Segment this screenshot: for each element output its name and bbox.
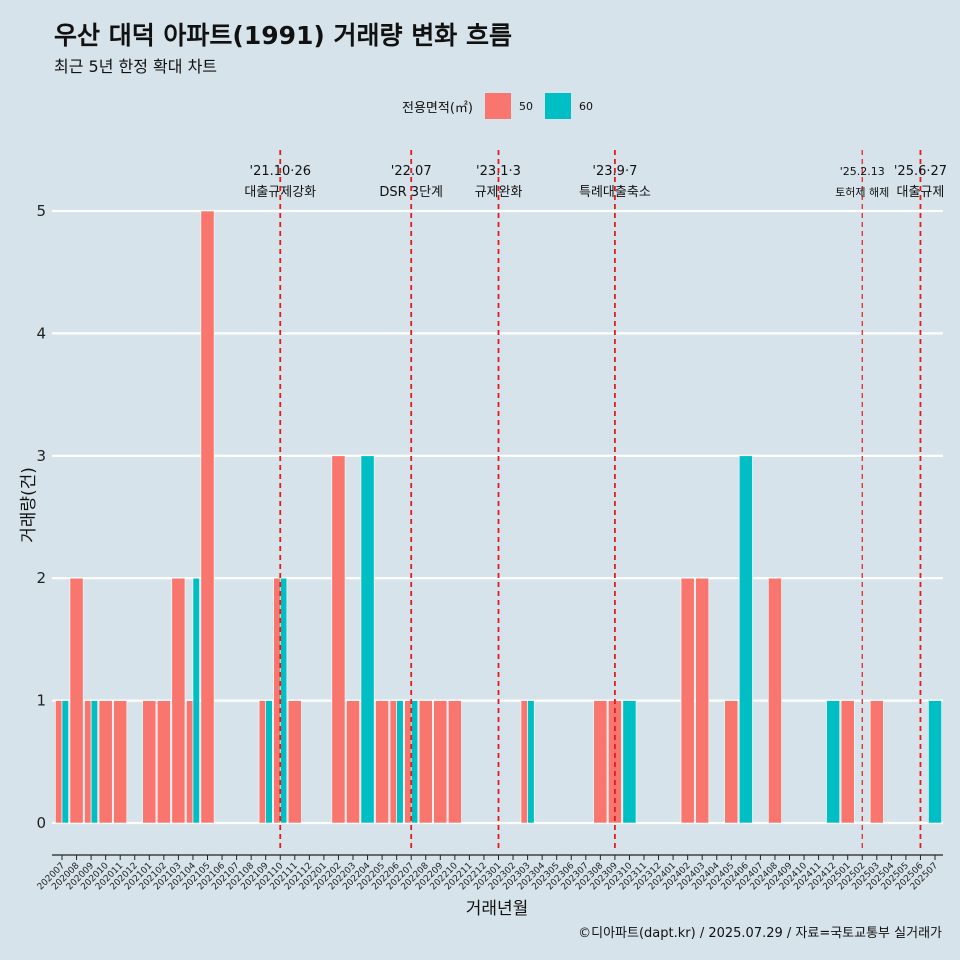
bar-50-202207 — [404, 700, 412, 824]
bar-50-202303 — [520, 700, 528, 824]
bar-50-202007 — [55, 700, 63, 824]
bar-50-202408 — [768, 577, 782, 824]
event-note-202207: DSR 3단계 — [379, 185, 443, 200]
event-note-202110: 대출규제강화 — [244, 185, 316, 200]
y-tick-label-5: 5 — [36, 202, 46, 220]
bar-50-202209 — [433, 700, 448, 824]
event-date-202301: '23.1·3 — [476, 164, 521, 179]
bar-50-202501 — [840, 700, 855, 824]
bar-50-202109 — [258, 700, 267, 824]
bar-50-202402 — [680, 577, 695, 824]
bar-50-202011 — [113, 700, 128, 824]
legend-swatch-60 — [544, 93, 571, 119]
event-note-202309: 특례대출축소 — [579, 185, 651, 200]
y-tick-label-0: 0 — [36, 814, 46, 832]
bar-50-202403 — [695, 577, 710, 824]
legend-item-50: 50 — [484, 93, 533, 119]
bar-60-202207 — [410, 700, 419, 824]
bar-50-202111 — [287, 700, 302, 824]
legend-label-60: 60 — [578, 99, 593, 113]
bar-50-202105 — [200, 210, 215, 824]
event-date-202502: '25.2.13 — [840, 165, 885, 178]
y-axis-title: 거래량(건) — [19, 467, 39, 543]
bar-50-202008 — [69, 577, 84, 824]
bar-50-202210 — [447, 700, 462, 824]
bar-50-202102 — [156, 700, 171, 824]
bar-60-202507 — [928, 700, 942, 824]
bar-50-202010 — [98, 700, 113, 824]
bar-60-202206 — [396, 700, 404, 824]
bar-60-202406 — [738, 455, 753, 824]
bar-50-202503 — [869, 700, 884, 824]
bar-50-202203 — [346, 700, 360, 824]
bar-50-202110 — [273, 577, 281, 824]
legend-label-50: 50 — [518, 99, 533, 113]
x-axis-title: 거래년월 — [466, 899, 529, 919]
bar-60-202310 — [622, 700, 637, 824]
bar-50-202103 — [171, 577, 186, 824]
bar-60-202110 — [279, 577, 288, 824]
event-note-202502: 토허제 해제 — [835, 185, 889, 199]
bar-50-202208 — [418, 700, 433, 824]
bar-60-202412 — [826, 700, 841, 824]
bar-50-202009 — [84, 700, 92, 824]
legend-title: 전용면적(㎡) — [402, 100, 473, 116]
bar-50-202202 — [331, 455, 346, 824]
chart-title: 우산 대덕 아파트(1991) 거래량 변화 흐름 — [54, 21, 512, 50]
bar-50-202206 — [389, 700, 397, 824]
bar-60-202007 — [61, 700, 69, 824]
bar-50-202308 — [593, 700, 608, 824]
source-caption: ©디아파트(dapt.kr) / 2025.07.29 / 자료=국토교통부 실… — [578, 926, 942, 941]
legend-item-60: 60 — [544, 93, 593, 119]
bar-60-202303 — [527, 700, 535, 824]
bar-50-202104 — [186, 700, 194, 824]
bar-60-202009 — [90, 700, 98, 824]
legend-swatch-50 — [484, 93, 511, 119]
bar-50-202205 — [375, 700, 389, 824]
event-date-202506: '25.6·27 — [894, 164, 947, 179]
chart-subtitle: 최근 5년 한정 확대 차트 — [54, 57, 218, 76]
y-tick-label-2: 2 — [36, 569, 46, 587]
event-note-202301: 규제완화 — [475, 185, 523, 200]
event-date-202207: '22.07 — [391, 164, 432, 179]
bar-60-202109 — [265, 700, 273, 824]
bar-50-202405 — [724, 700, 739, 824]
event-note-202506: 대출규제 — [897, 185, 945, 200]
y-tick-label-4: 4 — [36, 324, 46, 342]
event-date-202309: '23.9·7 — [592, 164, 637, 179]
event-date-202110: '21.10·26 — [250, 164, 311, 179]
bar-50-202101 — [142, 700, 157, 824]
y-tick-label-1: 1 — [36, 692, 46, 710]
legend: 전용면적(㎡) 50 60 — [402, 93, 597, 119]
y-tick-label-3: 3 — [36, 447, 46, 465]
bar-60-202104 — [192, 577, 200, 824]
bar-60-202204 — [360, 455, 375, 824]
